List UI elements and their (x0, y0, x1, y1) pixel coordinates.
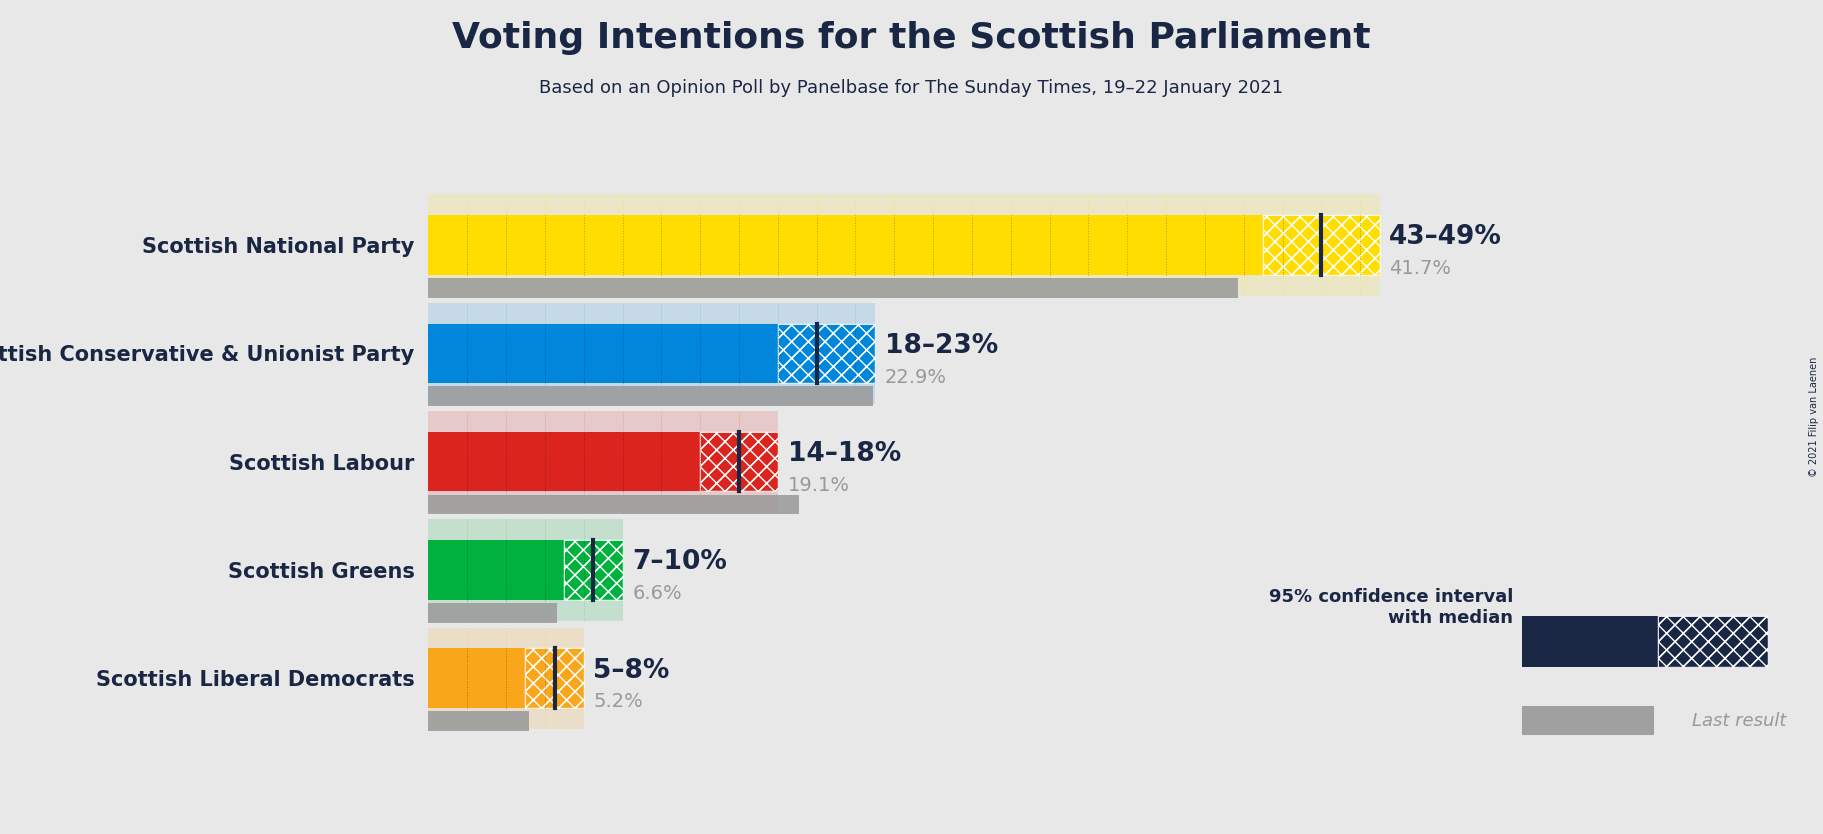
Bar (778, 324, 875, 383)
Bar (428, 603, 556, 622)
Bar (525, 648, 583, 708)
Text: Based on an Opinion Poll by Panelbase for The Sunday Times, 19–22 January 2021: Based on an Opinion Poll by Panelbase fo… (540, 79, 1283, 98)
Bar (428, 648, 525, 708)
Text: 41.7%: 41.7% (1389, 259, 1451, 279)
Bar (428, 215, 1263, 275)
Bar (1263, 215, 1380, 275)
Text: 14–18%: 14–18% (788, 441, 901, 467)
Text: 95% confidence interval
with median: 95% confidence interval with median (1269, 588, 1513, 627)
Bar (565, 540, 622, 600)
Bar (778, 324, 875, 383)
Bar (428, 540, 565, 600)
Text: 22.9%: 22.9% (884, 368, 946, 387)
Bar (428, 711, 529, 731)
Text: 43–49%: 43–49% (1389, 224, 1502, 250)
Text: 6.6%: 6.6% (633, 585, 682, 603)
Text: Last result: Last result (1692, 711, 1787, 730)
Bar (428, 303, 875, 404)
Bar (428, 627, 583, 729)
Bar (428, 194, 1380, 296)
Bar (428, 324, 778, 383)
Bar (700, 432, 778, 491)
Bar (428, 411, 778, 512)
Text: 7–10%: 7–10% (633, 550, 727, 575)
Text: © 2021 Filip van Laenen: © 2021 Filip van Laenen (1810, 357, 1819, 477)
Bar (428, 279, 1238, 298)
Bar (428, 495, 798, 515)
Bar (700, 432, 778, 491)
Bar (1263, 215, 1380, 275)
Bar (1657, 615, 1768, 667)
Bar (1522, 706, 1653, 736)
Bar (1657, 615, 1768, 667)
Text: Voting Intentions for the Scottish Parliament: Voting Intentions for the Scottish Parli… (452, 21, 1371, 55)
Bar (565, 540, 622, 600)
Text: 18–23%: 18–23% (884, 333, 997, 359)
Text: 19.1%: 19.1% (788, 476, 850, 495)
Bar (428, 432, 700, 491)
Bar (525, 648, 583, 708)
Text: 5–8%: 5–8% (594, 657, 669, 684)
Bar (1522, 615, 1657, 667)
Bar (428, 386, 873, 406)
Text: 5.2%: 5.2% (594, 692, 644, 711)
Bar (428, 520, 622, 620)
